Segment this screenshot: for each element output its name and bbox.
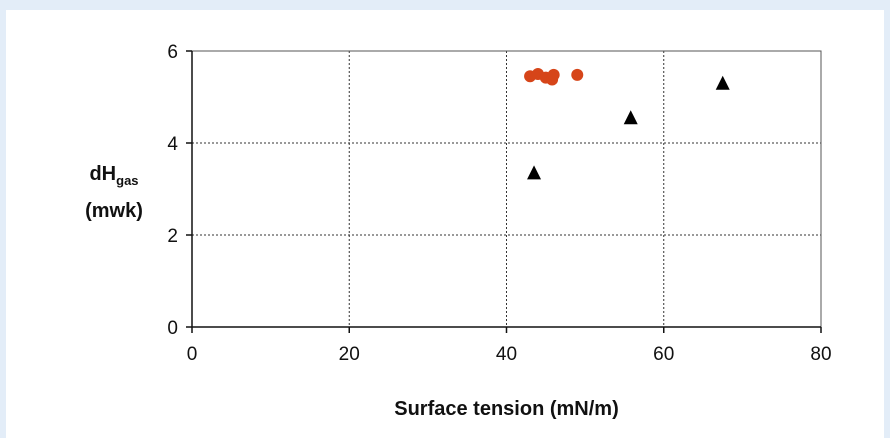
x-tick-label: 40 bbox=[496, 344, 517, 365]
chart-figure: 0 20 40 60 80 0 2 4 6 Surface tension (mN/m) dHg… bbox=[6, 10, 884, 438]
scatter-plot: 0 20 40 60 80 0 2 4 6 Surface tension (mN/m) dHg… bbox=[85, 42, 831, 420]
data-point-triangle bbox=[527, 165, 542, 180]
x-tick-label: 60 bbox=[653, 344, 674, 365]
data-point-circle bbox=[571, 68, 584, 81]
data-point-triangle bbox=[623, 110, 638, 125]
y-axis-unit: (mwk) bbox=[85, 200, 143, 222]
x-axis-title: Surface tension (mN/m) bbox=[394, 398, 618, 420]
y-tick-label: 4 bbox=[167, 134, 178, 155]
y-axis-title-subscript: gas bbox=[116, 173, 138, 188]
axes bbox=[186, 50, 822, 333]
data-point-triangle bbox=[715, 75, 730, 90]
y-axis-title-main: dH bbox=[89, 163, 116, 185]
x-tick-label: 80 bbox=[810, 344, 831, 365]
y-axis-title: dHgas bbox=[89, 163, 138, 188]
grid bbox=[192, 51, 821, 327]
data-points bbox=[524, 68, 730, 180]
data-point-circle bbox=[547, 68, 560, 81]
tick-labels: 0 20 40 60 80 0 2 4 6 bbox=[167, 42, 831, 365]
y-tick-label: 6 bbox=[167, 42, 178, 63]
y-tick-label: 0 bbox=[167, 318, 178, 339]
x-tick-label: 0 bbox=[187, 344, 198, 365]
x-tick-label: 20 bbox=[339, 344, 360, 365]
y-tick-label: 2 bbox=[167, 226, 178, 247]
